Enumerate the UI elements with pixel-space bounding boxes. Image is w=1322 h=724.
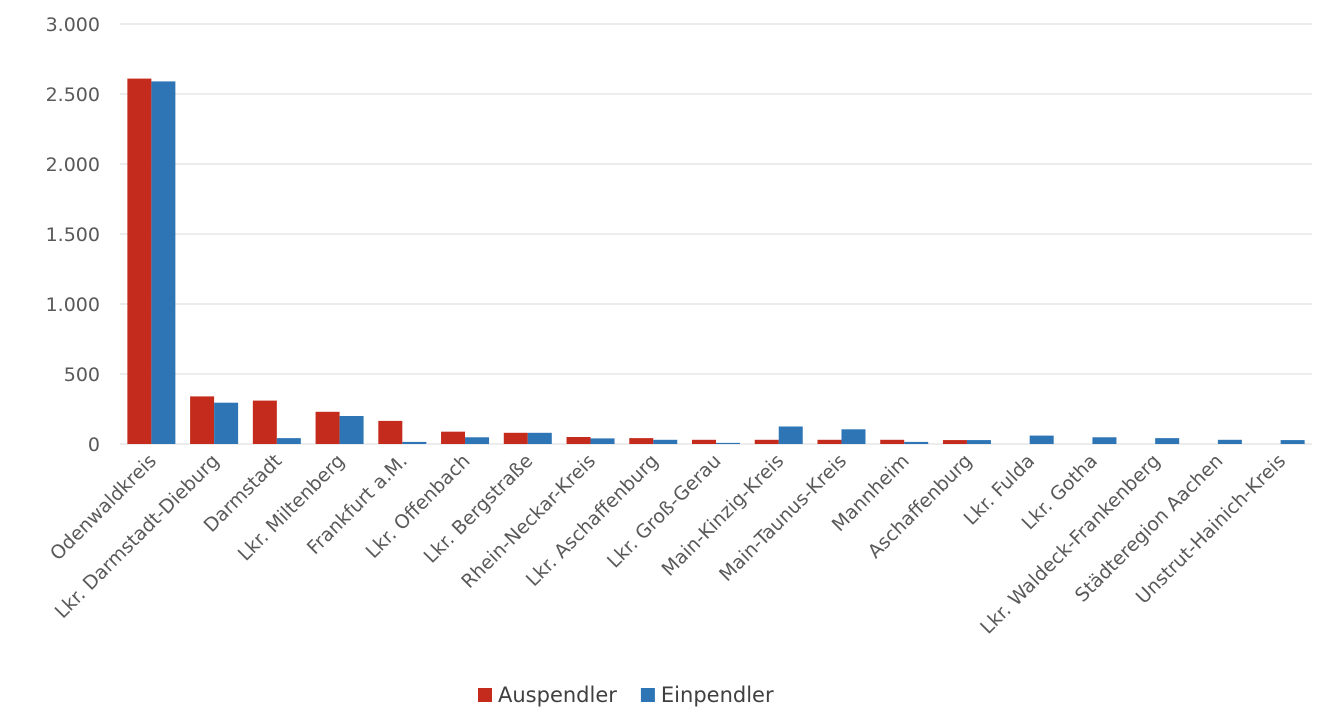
bar-auspendler-6 xyxy=(441,431,466,444)
y-tick-label: 1.500 xyxy=(46,224,100,246)
bar-einpendler-4 xyxy=(339,416,364,444)
bar-einpendler-2 xyxy=(214,402,239,444)
bar-auspendler-3 xyxy=(252,400,277,444)
gridlines xyxy=(120,23,1312,445)
bar-einpendler-19 xyxy=(1280,440,1305,444)
y-tick-label: 1.000 xyxy=(46,294,100,316)
bar-einpendler-16 xyxy=(1092,437,1117,444)
bar-auspendler-7 xyxy=(503,432,528,444)
legend: Auspendler Einpendler xyxy=(478,683,774,707)
x-tick-label: Lkr. Groß-Gerau xyxy=(603,450,726,573)
legend-swatch-auspendler xyxy=(478,688,492,702)
y-tick-label: 0 xyxy=(88,434,100,456)
legend-swatch-einpendler xyxy=(640,688,655,702)
bar-einpendler-5 xyxy=(402,441,427,444)
y-axis-ticks: 0 500 1.000 1.500 2.000 2.500 3.000 xyxy=(46,14,100,456)
bar-einpendler-13 xyxy=(904,441,929,444)
y-tick-label: 2.500 xyxy=(46,84,100,106)
y-tick-label: 500 xyxy=(64,364,100,386)
bar-einpendler-11 xyxy=(778,426,803,444)
bar-auspendler-2 xyxy=(190,396,215,444)
bar-auspendler-5 xyxy=(378,420,403,444)
bar-einpendler-8 xyxy=(590,438,615,444)
y-tick-label: 2.000 xyxy=(46,154,100,176)
bars xyxy=(127,78,1305,445)
bar-auspendler-12 xyxy=(817,439,842,444)
y-tick-label: 3.000 xyxy=(46,14,100,36)
bar-auspendler-8 xyxy=(566,437,591,444)
bar-einpendler-15 xyxy=(1029,435,1054,444)
bar-einpendler-7 xyxy=(527,432,552,444)
legend-label-einpendler: Einpendler xyxy=(661,683,774,707)
bar-auspendler-9 xyxy=(629,438,654,444)
x-tick-label: Odenwaldkreis xyxy=(46,450,161,565)
bar-auspendler-14 xyxy=(942,440,967,444)
bar-einpendler-1 xyxy=(151,81,176,445)
legend-label-auspendler: Auspendler xyxy=(498,683,617,707)
bar-einpendler-18 xyxy=(1217,439,1242,444)
bar-auspendler-4 xyxy=(315,411,340,444)
bar-einpendler-6 xyxy=(465,437,490,444)
bar-einpendler-17 xyxy=(1155,438,1180,444)
bar-einpendler-12 xyxy=(841,429,866,444)
x-tick-label: Lkr. Bergstraße xyxy=(420,450,538,568)
bar-einpendler-3 xyxy=(276,438,301,444)
bar-auspendler-11 xyxy=(754,439,779,444)
bar-einpendler-9 xyxy=(653,439,678,444)
x-tick-label: Lkr. Miltenberg xyxy=(234,450,349,565)
bar-einpendler-10 xyxy=(716,442,740,444)
x-tick-label: Main-Kinzig-Kreis xyxy=(658,450,789,581)
bar-auspendler-1 xyxy=(127,78,152,444)
bar-einpendler-14 xyxy=(966,440,991,444)
bar-auspendler-10 xyxy=(692,439,716,444)
bar-auspendler-13 xyxy=(880,439,905,444)
